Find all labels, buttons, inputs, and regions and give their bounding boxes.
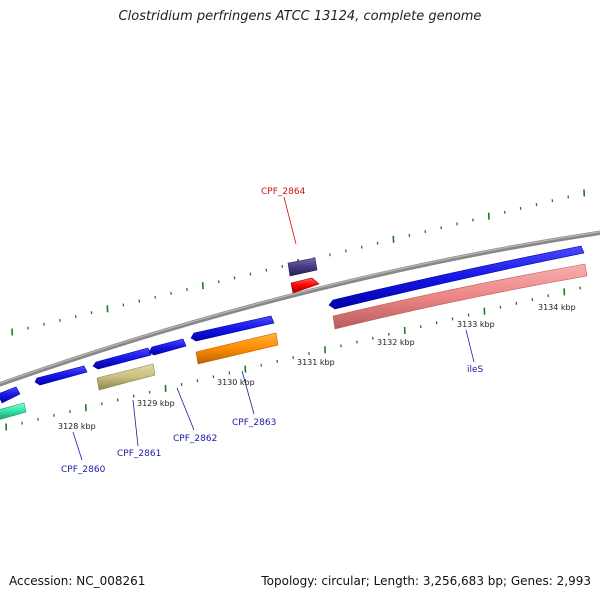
label-cpf2863: CPF_2863	[232, 418, 276, 428]
genome-summary-text: Topology: circular; Length: 3,256,683 bp…	[261, 574, 591, 588]
cds-forward-cpf2862	[148, 338, 187, 356]
genome-backbone-highlight	[0, 231, 600, 384]
feature-orange	[195, 332, 279, 365]
label-iles: ileS	[467, 365, 484, 375]
label-cpf2860: CPF_2860	[61, 465, 106, 475]
label-cpf2861: CPF_2861	[117, 449, 161, 459]
upper-ruler	[11, 189, 586, 336]
lower-ruler	[5, 286, 581, 431]
kbp-label-3133: 3133 kbp	[457, 320, 495, 329]
feature-teal	[0, 402, 27, 420]
cds-forward-cpf2863	[190, 315, 275, 342]
leader-iles	[465, 329, 475, 363]
cds-forward-1	[0, 386, 21, 404]
leader-cpf2863	[241, 370, 255, 415]
leader-cpf2864	[283, 196, 297, 245]
feature-khaki	[96, 363, 156, 391]
leader-cpf2861	[132, 399, 139, 447]
map-title: Clostridium perfringens ATCC 13124, comp…	[118, 9, 482, 24]
feature-cpf2864-red	[290, 277, 320, 294]
feature-pink	[332, 263, 588, 330]
label-cpf2864: CPF_2864	[261, 187, 306, 197]
leader-cpf2862	[176, 387, 195, 431]
kbp-label-3134: 3134 kbp	[538, 303, 576, 312]
accession-text: Accession: NC_008261	[9, 574, 146, 588]
genome-backbone	[0, 230, 600, 387]
label-cpf2862: CPF_2862	[173, 434, 217, 444]
cds-forward-cpf2861	[92, 347, 152, 370]
feature-cpf2864-slate	[287, 257, 318, 277]
cds-forward-cpf2860	[34, 365, 88, 386]
kbp-label-3130: 3130 kbp	[217, 378, 255, 387]
kbp-label-3131: 3131 kbp	[297, 358, 335, 367]
cds-forward-iles	[328, 245, 585, 310]
leader-cpf2860	[72, 431, 83, 461]
kbp-label-3128: 3128 kbp	[58, 422, 96, 431]
kbp-label-3129: 3129 kbp	[137, 399, 175, 408]
kbp-label-3132: 3132 kbp	[377, 338, 415, 347]
